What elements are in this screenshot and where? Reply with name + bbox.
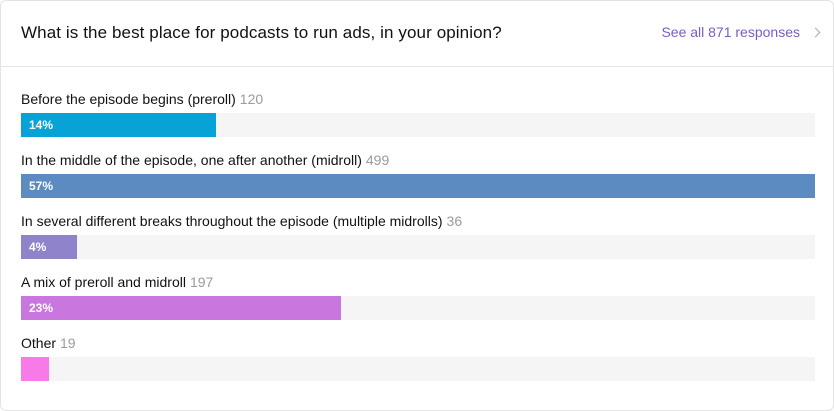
option-label-row: In the middle of the episode, one after … [21,152,815,171]
see-all-responses-label: See all 871 responses [661,24,800,40]
percent-label: 4% [29,240,47,254]
card-header: What is the best place for podcasts to r… [1,1,833,67]
option-label: Before the episode begins (preroll) [21,91,236,107]
result-bar-track [21,357,815,381]
option-label-row: Other 19 [21,335,815,354]
option-label: A mix of preroll and midroll [21,274,186,290]
option-label-row: In several different breaks throughout t… [21,213,815,232]
option-count: 499 [365,152,390,168]
result-bar-fill [21,357,49,381]
option-label: In the middle of the episode, one after … [21,152,362,168]
chevron-right-icon [810,27,821,38]
option-count: 197 [189,274,214,290]
result-bar-track: 14% [21,113,815,137]
result-bar-track: 23% [21,296,815,320]
option-label: In several different breaks throughout t… [21,213,443,229]
option-count: 120 [239,91,264,107]
percent-label: 14% [29,118,54,132]
result-bar-track: 4% [21,235,815,259]
answer-option-multiple-midrolls: In several different breaks throughout t… [21,213,815,274]
answer-option-preroll: Before the episode begins (preroll) 120 1… [21,91,815,152]
answer-option-other: Other 19 [21,335,815,396]
see-all-responses-link[interactable]: See all 871 responses [661,24,821,40]
option-count: 36 [446,213,463,229]
result-bar-track: 57% [21,174,815,198]
answer-option-mix: A mix of preroll and midroll 197 23% [21,274,815,335]
result-bar-fill: 14% [21,113,217,137]
question-title: What is the best place for podcasts to r… [21,23,502,42]
option-label-row: Before the episode begins (preroll) 120 [21,91,815,110]
result-bar-fill: 4% [21,235,77,259]
option-label-row: A mix of preroll and midroll 197 [21,274,815,293]
option-count: 19 [60,335,76,351]
result-bar-fill: 23% [21,296,342,320]
percent-label: 23% [29,301,54,315]
answer-option-midroll: In the middle of the episode, one after … [21,152,815,213]
answer-options-list: Before the episode begins (preroll) 120 1… [21,91,815,396]
option-label: Other [21,335,57,351]
percent-label: 57% [29,179,54,193]
result-bar-fill: 57% [21,174,815,198]
